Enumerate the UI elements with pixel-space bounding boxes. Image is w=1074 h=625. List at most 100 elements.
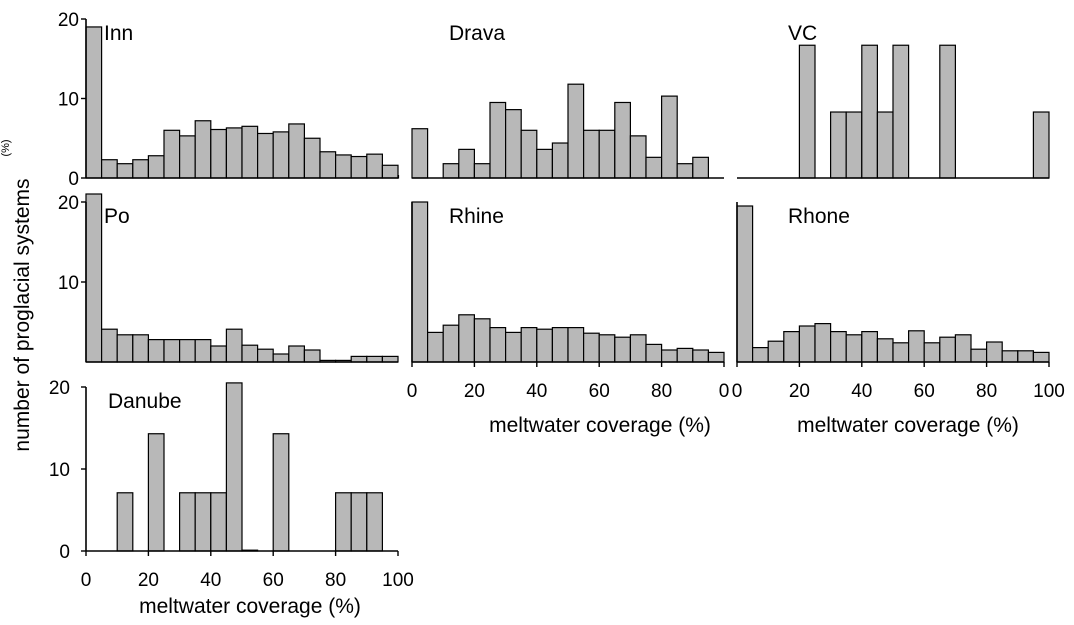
bar-inn-15 bbox=[132, 159, 150, 179]
panel-title-vc: VC bbox=[788, 22, 817, 45]
y-axis-title: number of proglacial systems bbox=[11, 178, 34, 451]
bar-drava-70 bbox=[629, 135, 647, 179]
bar-drava-50 bbox=[567, 83, 585, 179]
x-axis-title-rhone: meltwater coverage (%) bbox=[797, 414, 1019, 437]
y-tick-label-inn-20: 20 bbox=[58, 10, 79, 31]
bar-po-5 bbox=[100, 328, 118, 363]
bar-danube-40 bbox=[210, 492, 228, 552]
x-tick-label-rhone-3: 60 bbox=[914, 381, 935, 402]
bar-rhine-45 bbox=[551, 327, 569, 363]
bar-inn-30 bbox=[179, 135, 196, 179]
bar-rhone-10 bbox=[767, 340, 785, 363]
bar-po-35 bbox=[194, 339, 212, 363]
bar-inn-65 bbox=[288, 123, 305, 179]
bar-inn-25 bbox=[163, 129, 181, 179]
x-axis-title-danube: meltwater coverage (%) bbox=[139, 595, 361, 618]
bar-rhone-75 bbox=[970, 348, 988, 363]
bar-po-15 bbox=[132, 334, 150, 363]
bar-inn-55 bbox=[257, 132, 274, 179]
panel-danube: 0 10 20 0 20 40 60 80 100 Danube meltwater coverag… bbox=[49, 378, 414, 618]
panel-title-inn: Inn bbox=[104, 22, 133, 45]
y-tick-label-danube-10: 10 bbox=[49, 460, 70, 481]
bar-drava-65 bbox=[614, 101, 631, 179]
bar-po-10 bbox=[116, 334, 134, 363]
bar-vc-50 bbox=[892, 44, 910, 179]
bar-rhone-5 bbox=[751, 347, 769, 363]
y-axis-unit: (%) bbox=[0, 139, 12, 156]
bar-drava-35 bbox=[520, 129, 538, 179]
bar-inn-10 bbox=[116, 163, 134, 179]
bar-drava-80 bbox=[660, 95, 678, 179]
y-tick-label-inn-10: 10 bbox=[58, 90, 79, 111]
bar-po-20 bbox=[147, 339, 165, 363]
bar-danube-10 bbox=[116, 492, 134, 552]
bar-vc-35 bbox=[845, 111, 863, 179]
bar-po-45 bbox=[225, 328, 243, 363]
bar-drava-90 bbox=[692, 156, 709, 179]
bar-danube-20 bbox=[147, 433, 165, 552]
bar-danube-80 bbox=[335, 492, 352, 552]
bar-rhine-60 bbox=[598, 334, 616, 363]
panels: 0 10 20 Inn Drava VC 10 20 Po 0 20 40 60 80 0 Rhine melt… bbox=[49, 10, 1065, 618]
bar-rhine-50 bbox=[567, 327, 585, 363]
bar-po-25 bbox=[163, 339, 181, 363]
bar-drava-55 bbox=[582, 129, 600, 179]
x-tick-label-rhone-4: 80 bbox=[976, 381, 997, 402]
bar-danube-85 bbox=[350, 492, 368, 552]
panel-title-danube: Danube bbox=[108, 390, 182, 413]
bar-rhone-85 bbox=[1001, 350, 1019, 363]
bar-inn-80 bbox=[335, 154, 352, 179]
x-tick-label-rhine-0: 0 bbox=[407, 381, 418, 402]
x-tick-label-rhine-2: 40 bbox=[526, 381, 547, 402]
bar-drava-10 bbox=[442, 163, 460, 179]
x-tick-label-danube-1: 20 bbox=[138, 570, 159, 591]
bar-drava-45 bbox=[551, 142, 569, 179]
x-tick-label-danube-2: 40 bbox=[200, 570, 221, 591]
y-tick-label-danube-0: 0 bbox=[59, 542, 70, 563]
bar-drava-75 bbox=[645, 156, 663, 179]
bar-rhone-35 bbox=[845, 334, 863, 363]
bar-inn-35 bbox=[194, 120, 212, 179]
bar-rhine-55 bbox=[582, 332, 600, 363]
bar-po-90 bbox=[366, 355, 383, 363]
bar-inn-5 bbox=[100, 159, 118, 179]
bar-rhine-90 bbox=[692, 349, 709, 363]
bar-rhone-45 bbox=[876, 338, 894, 363]
bar-rhine-65 bbox=[614, 336, 631, 363]
panel-po: 10 20 Po bbox=[58, 193, 399, 363]
bar-danube-30 bbox=[179, 492, 196, 552]
bar-rhone-80 bbox=[985, 341, 1003, 363]
bar-rhine-85 bbox=[676, 347, 694, 363]
x-tick-label-rhone-2: 40 bbox=[851, 381, 872, 402]
bar-danube-90 bbox=[366, 492, 383, 552]
bar-inn-60 bbox=[272, 131, 290, 179]
bar-rhone-55 bbox=[907, 330, 925, 363]
x-tick-label-danube-4: 80 bbox=[325, 570, 346, 591]
bar-rhone-70 bbox=[954, 334, 972, 363]
panel-title-rhine: Rhine bbox=[449, 205, 504, 228]
bar-vc-65 bbox=[939, 44, 956, 179]
bar-drava-15 bbox=[458, 148, 475, 179]
y-tick-label-po-10: 10 bbox=[58, 273, 79, 294]
bar-po-0 bbox=[85, 193, 103, 363]
bar-drava-40 bbox=[536, 148, 553, 179]
bar-po-85 bbox=[350, 355, 368, 363]
bar-rhine-10 bbox=[442, 324, 460, 363]
x-tick-label-rhone-0: 0 bbox=[732, 381, 743, 402]
bar-rhone-30 bbox=[829, 331, 847, 363]
bar-rhone-0 bbox=[736, 205, 754, 363]
bar-po-60 bbox=[272, 353, 290, 363]
bar-po-50 bbox=[241, 344, 259, 363]
bar-rhine-70 bbox=[629, 334, 647, 363]
bar-rhone-20 bbox=[798, 325, 816, 363]
bar-inn-95 bbox=[381, 164, 399, 179]
x-tick-label-rhine-3: 60 bbox=[589, 381, 610, 402]
bar-rhine-75 bbox=[645, 343, 663, 363]
bar-inn-50 bbox=[241, 125, 259, 179]
bar-vc-40 bbox=[861, 44, 878, 179]
x-tick-label-danube-3: 60 bbox=[263, 570, 284, 591]
bar-rhone-95 bbox=[1032, 351, 1050, 363]
bar-rhine-95 bbox=[707, 351, 725, 363]
bar-po-70 bbox=[303, 349, 321, 363]
